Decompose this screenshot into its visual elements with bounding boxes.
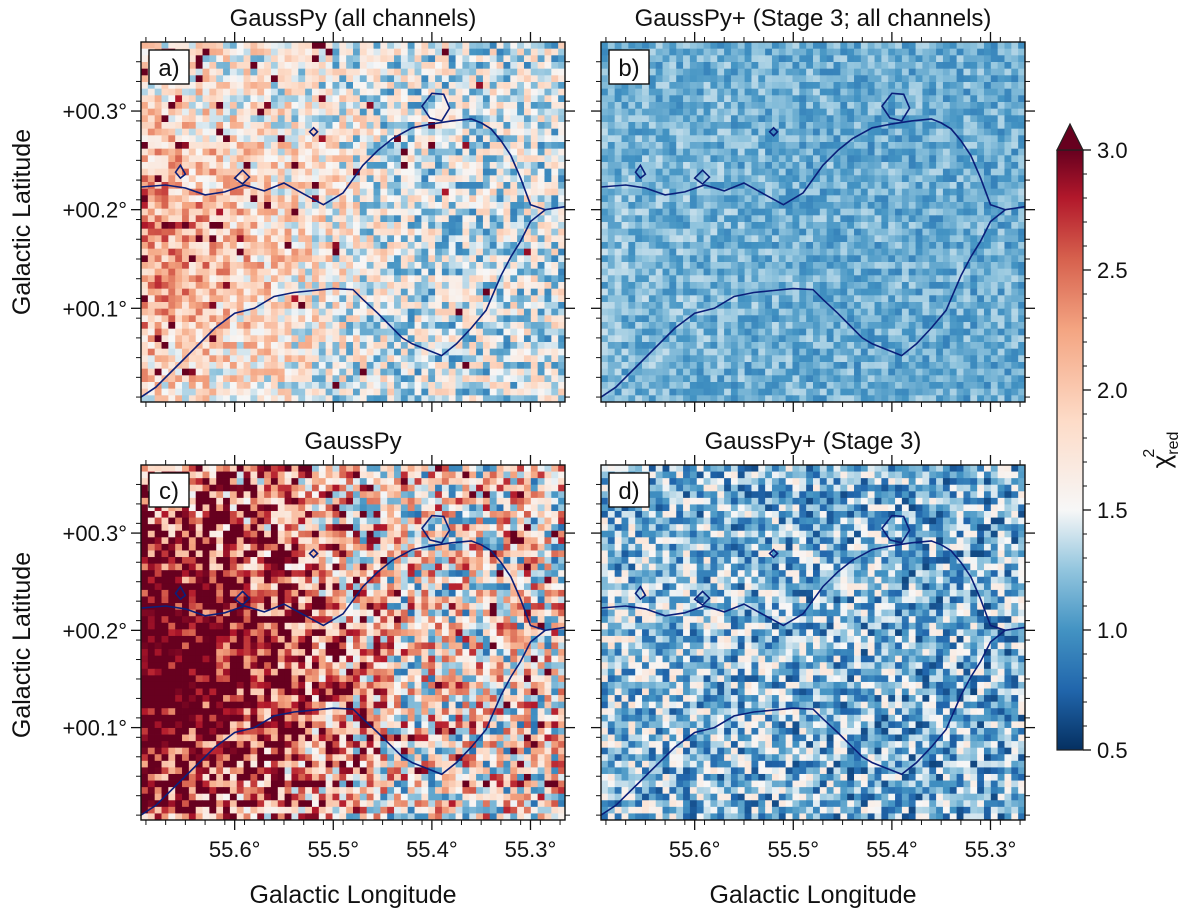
contour-island-1 xyxy=(634,585,647,601)
y-tick-label: +00.1° xyxy=(63,296,127,321)
contour-island-3 xyxy=(768,548,779,559)
panel-letter: d) xyxy=(618,478,639,505)
panel-letter-box xyxy=(148,472,190,508)
panel-letter-box xyxy=(148,49,190,85)
heatmap-cells xyxy=(601,465,1025,820)
contour-island-2 xyxy=(693,590,711,607)
y-tick-label: +00.1° xyxy=(63,716,127,741)
contour-upper xyxy=(141,540,565,632)
y-tick-label: +00.2° xyxy=(63,198,127,223)
contour-island-0 xyxy=(421,92,451,122)
x-tick-label: 55.5° xyxy=(767,837,819,862)
y-axis-label-bottom: Galactic Latitude xyxy=(8,552,36,738)
x-tick-label: 55.4° xyxy=(406,837,458,862)
contour-island-3 xyxy=(308,126,319,137)
panel-letter: b) xyxy=(618,55,639,82)
panel-frame xyxy=(140,464,566,821)
panel-letter: c) xyxy=(159,478,179,505)
contour-island-1 xyxy=(174,163,187,180)
contour-upper xyxy=(601,118,1025,211)
panel-title: GaussPy (all channels) xyxy=(230,5,477,32)
panel-frame xyxy=(600,41,1026,403)
contour-island-2 xyxy=(233,590,251,607)
contour-island-0 xyxy=(881,514,911,544)
panel-c: 55.6° 55.5° 55.4° 55.3° +00.3° +00.2° +00.1° Ga… xyxy=(63,428,575,862)
x-tick-label: 55.6° xyxy=(209,837,261,862)
panel-title: GaussPy xyxy=(304,428,401,455)
contours xyxy=(601,92,1025,398)
colorbar-tick-label: 3.0 xyxy=(1097,138,1128,163)
x-tick-label: 55.3° xyxy=(505,837,557,862)
contour-island-1 xyxy=(634,163,647,180)
panel-b: GaussPy+ (Stage 3; all channels) b) xyxy=(591,5,1035,412)
colorbar-tick-label: 1.5 xyxy=(1097,498,1128,523)
contour-island-1 xyxy=(174,585,187,601)
y-tick-label: +00.3° xyxy=(63,521,127,546)
panel-letter-box xyxy=(608,472,650,508)
contour-upper xyxy=(141,118,565,211)
panel-letter: a) xyxy=(158,55,179,82)
colorbar-label: χred2 xyxy=(1141,432,1182,469)
contour-island-3 xyxy=(308,548,319,559)
colorbar-tick-label: 2.0 xyxy=(1097,378,1128,403)
panel-a: +00.3° +00.2° +00.1° GaussPy (all channels)… xyxy=(63,5,575,412)
x-axis-label-left: Galactic Longitude xyxy=(249,881,456,909)
y-tick-label: +00.2° xyxy=(63,618,127,643)
y-tick-label: +00.3° xyxy=(63,99,127,124)
x-tick-label: 55.4° xyxy=(866,837,918,862)
panel-d: 55.6° 55.5° 55.4° 55.3° GaussPy+ (Stage 3) d) xyxy=(591,428,1035,862)
panel-letter-box xyxy=(608,49,650,85)
contour-lower xyxy=(601,629,1006,816)
panel-frame xyxy=(600,464,1026,821)
contours xyxy=(601,514,1025,816)
x-axis-label-right: Galactic Longitude xyxy=(709,881,916,909)
panel-frame xyxy=(140,41,566,403)
contour-lower xyxy=(141,629,546,816)
colorbar-tick-label: 2.5 xyxy=(1097,258,1128,283)
panel-title: GaussPy+ (Stage 3; all channels) xyxy=(635,5,992,32)
colorbar-tick-label: 1.0 xyxy=(1097,618,1128,643)
heatmap-cells xyxy=(601,42,1025,402)
colorbar-extend-triangle xyxy=(1056,122,1084,151)
heatmap-cells xyxy=(141,465,565,820)
contours xyxy=(141,92,565,398)
colorbar-tick-label: 0.5 xyxy=(1097,738,1128,763)
contour-lower xyxy=(601,209,1006,398)
contour-island-0 xyxy=(421,514,451,544)
contour-island-2 xyxy=(693,169,711,186)
x-tick-label: 55.6° xyxy=(669,837,721,862)
x-tick-label: 55.5° xyxy=(307,837,359,862)
contours xyxy=(141,514,565,816)
colorbar: 3.0 2.5 2.0 1.5 1.0 0.5 χred2 xyxy=(1056,122,1182,763)
contour-island-2 xyxy=(233,169,251,186)
contour-upper xyxy=(601,540,1025,632)
x-tick-label: 55.3° xyxy=(965,837,1017,862)
y-axis-label-top: Galactic Latitude xyxy=(8,129,36,315)
colorbar-ticks: 3.0 2.5 2.0 1.5 1.0 0.5 xyxy=(1083,138,1128,763)
contour-island-3 xyxy=(768,126,779,137)
heatmap-cells xyxy=(141,42,565,402)
panel-title: GaussPy+ (Stage 3) xyxy=(705,428,922,455)
contour-lower xyxy=(141,209,546,398)
contour-island-0 xyxy=(881,92,911,122)
colorbar-gradient xyxy=(1056,149,1084,751)
